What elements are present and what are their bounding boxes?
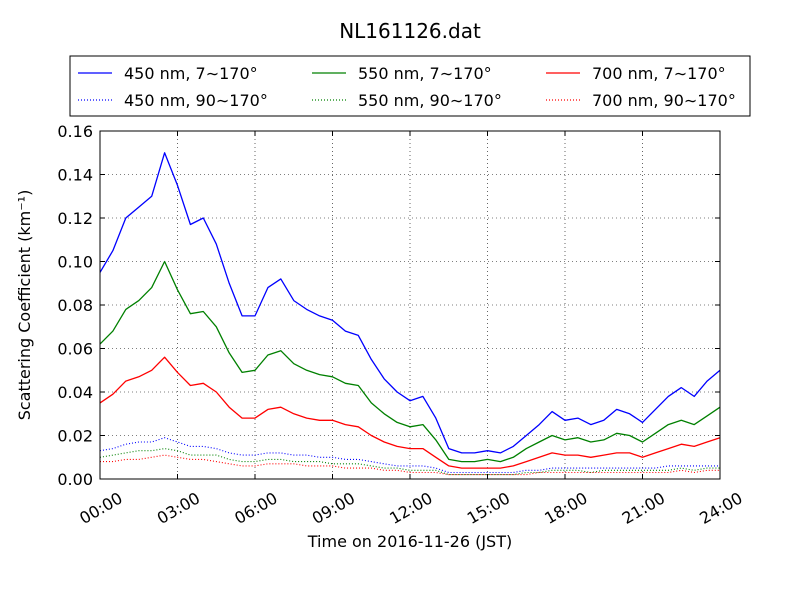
- x-tick-label: 24:00: [696, 488, 745, 528]
- tick-marks: [99, 130, 721, 480]
- series-line-5: [99, 356, 721, 469]
- y-tick-label: 0.16: [57, 122, 93, 141]
- x-tick-label: 21:00: [619, 488, 668, 528]
- x-tick-label: 06:00: [231, 488, 280, 528]
- y-tick-labels: 0.00 0.02 0.04 0.06 0.08 0.10 0.12 0.14 0.16: [57, 122, 93, 489]
- legend: 450 nm, 7∼170° 450 nm, 90∼170° 550 nm, 7∼1…: [69, 55, 751, 117]
- legend-label-5: 700 nm, 7∼170°: [592, 64, 726, 83]
- x-tick-label: 12:00: [386, 488, 435, 528]
- legend-label-3: 550 nm, 7∼170°: [358, 64, 492, 83]
- x-tick-label: 18:00: [541, 488, 590, 528]
- x-tick-label: 15:00: [464, 488, 513, 528]
- legend-label-6: 700 nm, 90∼170°: [592, 91, 736, 110]
- legend-label-2: 450 nm, 90∼170°: [124, 91, 268, 110]
- series-line-3: [99, 260, 721, 463]
- x-tick-label: 00:00: [76, 488, 125, 528]
- chart-title: NL161126.dat: [339, 19, 481, 43]
- y-tick-label: 0.02: [57, 427, 93, 446]
- y-axis-label: Scattering Coefficient (km⁻¹): [15, 190, 34, 421]
- series-line-2: [99, 437, 720, 474]
- series-group: [99, 152, 721, 476]
- series-line-6: [100, 454, 720, 476]
- x-tick-labels: 00:00 03:00 06:00 09:00 12:00 15:00 18:00 21:00…: [76, 488, 745, 528]
- y-tick-label: 0.00: [57, 470, 93, 489]
- y-tick-label: 0.10: [57, 253, 93, 272]
- y-tick-label: 0.12: [57, 209, 93, 228]
- legend-label-4: 550 nm, 90∼170°: [358, 91, 502, 110]
- legend-frame: [69, 55, 751, 117]
- y-tick-label: 0.14: [57, 166, 93, 185]
- y-tick-label: 0.08: [57, 296, 93, 315]
- series-line-1: [99, 152, 721, 454]
- y-tick-label: 0.04: [57, 383, 93, 402]
- y-tick-label: 0.06: [57, 340, 93, 359]
- legend-label-1: 450 nm, 7∼170°: [124, 64, 258, 83]
- plot-area: [99, 130, 721, 480]
- x-tick-label: 03:00: [154, 488, 203, 528]
- x-tick-label: 09:00: [309, 488, 358, 528]
- grid: [100, 131, 720, 479]
- x-axis-label: Time on 2016-11-26 (JST): [307, 532, 512, 551]
